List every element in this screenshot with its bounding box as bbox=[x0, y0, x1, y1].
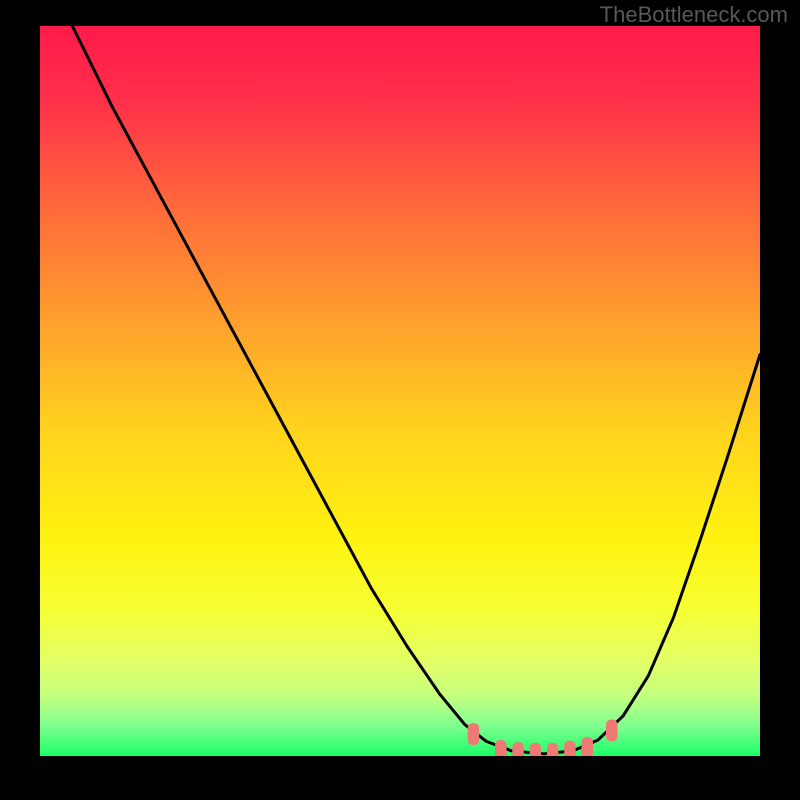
marker-dot bbox=[581, 737, 593, 756]
marker-dot bbox=[495, 740, 507, 756]
marker-dot bbox=[530, 743, 542, 756]
chart-container: TheBottleneck.com bbox=[0, 0, 800, 800]
marker-dot bbox=[547, 743, 559, 756]
marker-dot bbox=[512, 742, 524, 756]
bottleneck-curve bbox=[72, 26, 760, 754]
plot-area bbox=[40, 26, 760, 756]
marker-dot bbox=[606, 720, 618, 742]
markers-group bbox=[468, 720, 618, 757]
curve-and-markers bbox=[40, 26, 760, 756]
watermark-text: TheBottleneck.com bbox=[600, 2, 788, 28]
marker-dot bbox=[468, 723, 480, 745]
marker-dot bbox=[564, 741, 576, 756]
